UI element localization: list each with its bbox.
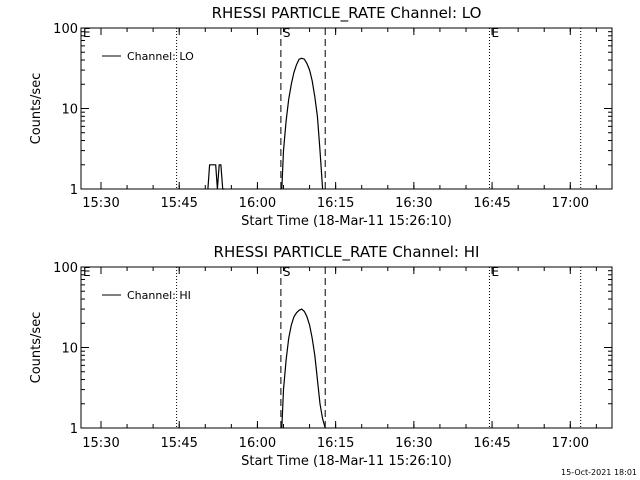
series-line (281, 308, 326, 429)
event-marker-label: E (83, 26, 91, 40)
x-tick-label: 15:45 (160, 436, 197, 451)
x-tick-label: 16:45 (473, 436, 510, 451)
legend-entry: Channel: LO (127, 50, 194, 63)
chart-panel: RHESSI PARTICLE_RATE Channel: LO Start Ti… (29, 4, 613, 229)
y-tick-label: 10 (61, 342, 78, 357)
chart-panel: RHESSI PARTICLE_RATE Channel: HI Start Ti… (29, 243, 613, 469)
x-axis-label: Start Time (18-Mar-11 15:26:10) (241, 454, 452, 469)
series-line (281, 57, 324, 190)
x-tick-label: 15:30 (82, 436, 119, 451)
event-marker-label: S (283, 26, 291, 40)
y-tick-label: 100 (53, 22, 78, 37)
y-axis-label: Counts/sec (29, 73, 44, 145)
x-tick-label: 16:00 (239, 196, 276, 211)
event-marker-label: E (83, 265, 91, 279)
chart-title: RHESSI PARTICLE_RATE Channel: HI (214, 243, 480, 262)
x-tick-label: 17:00 (552, 436, 589, 451)
x-tick-label: 16:30 (395, 196, 432, 211)
x-tick-label: 16:15 (317, 196, 354, 211)
event-marker-label: E (491, 26, 499, 40)
x-tick-label: 15:45 (160, 196, 197, 211)
x-tick-label: 16:30 (395, 436, 432, 451)
chart-panels: RHESSI PARTICLE_RATE Channel: LO Start Ti… (29, 4, 613, 469)
x-tick-label: 16:45 (473, 196, 510, 211)
y-axis-label: Counts/sec (29, 312, 44, 384)
event-marker-label: S (283, 265, 291, 279)
x-axis-label: Start Time (18-Mar-11 15:26:10) (241, 214, 452, 229)
legend-entry: Channel: HI (127, 289, 191, 302)
y-tick-label: 1 (70, 183, 78, 198)
x-tick-label: 17:00 (552, 196, 589, 211)
event-marker-label: E (491, 265, 499, 279)
x-tick-label: 16:15 (317, 436, 354, 451)
timestamp-label: 15-Oct-2021 18:01 (561, 468, 637, 477)
x-tick-label: 16:00 (239, 436, 276, 451)
y-tick-label: 10 (61, 103, 78, 118)
series-line (207, 164, 225, 190)
x-tick-label: 15:30 (82, 196, 119, 211)
chart-title: RHESSI PARTICLE_RATE Channel: LO (212, 4, 482, 23)
y-tick-label: 100 (53, 261, 78, 276)
y-tick-label: 1 (70, 422, 78, 437)
